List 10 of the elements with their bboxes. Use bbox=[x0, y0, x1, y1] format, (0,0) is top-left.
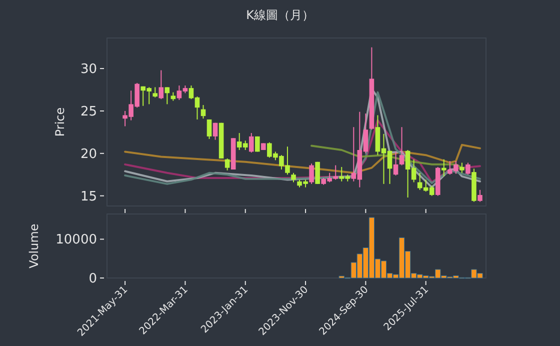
y-tick-label: 15 bbox=[80, 189, 97, 204]
line-series bbox=[124, 119, 481, 184]
y-tick-label: 25 bbox=[80, 104, 97, 120]
y-tick-label: 10000 bbox=[56, 232, 97, 248]
y-axis-title: Volume bbox=[27, 224, 41, 268]
y-tick-label: 20 bbox=[80, 146, 97, 162]
y-tick-label: 30 bbox=[80, 62, 97, 78]
y-axis-title: Price bbox=[53, 107, 67, 137]
y-tick-label: 0 bbox=[88, 272, 97, 286]
chart-title: K線圖（月） bbox=[246, 8, 314, 22]
